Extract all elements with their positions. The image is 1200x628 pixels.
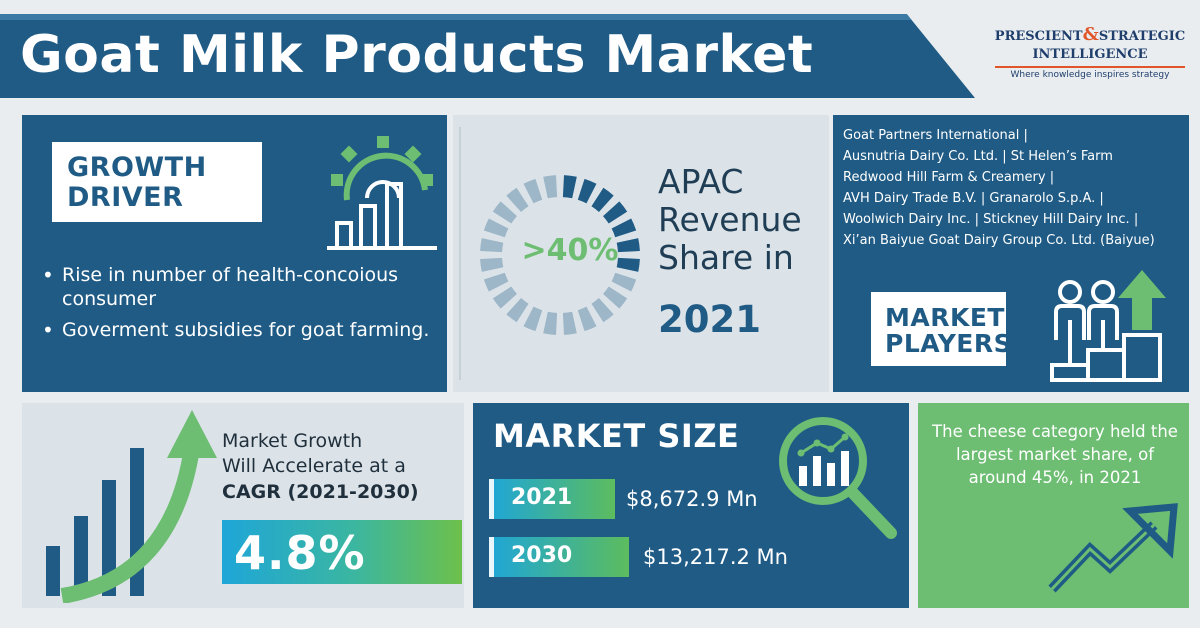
apac-share-year: 2021 <box>658 298 761 341</box>
logo-name-line1: PRESCIENT&STRATEGIC <box>990 26 1190 46</box>
list-item: Redwood Hill Farm & Creamery | <box>843 170 1055 185</box>
podium-people-icon <box>1050 270 1166 382</box>
donut-ring-icon <box>480 175 640 335</box>
ring-segment <box>523 306 543 332</box>
cagr-panel: Market Growth Will Accelerate at a CAGR … <box>22 403 464 608</box>
ring-segment <box>480 238 504 253</box>
cagr-value: 4.8% <box>234 526 366 580</box>
ring-segment <box>562 175 577 199</box>
market-players-list: Goat Partners International | Ausnutria … <box>843 125 1188 251</box>
cheese-share-panel: The cheese category held the largest mar… <box>918 403 1189 608</box>
ring-segment <box>616 257 640 272</box>
market-size-year: 2030 <box>511 543 573 568</box>
growth-driver-list: Rise in number of health-concoious consu… <box>40 263 440 349</box>
cagr-text-line3: CAGR (2021-2030) <box>222 481 419 503</box>
market-players-label: MARKET PLAYERS <box>885 303 1013 358</box>
ring-segment <box>523 178 543 204</box>
list-item: Xi’an Baiyue Goat Dairy Group Co. Ltd. (… <box>843 233 1155 248</box>
trend-up-arrow-icon <box>1048 503 1178 593</box>
growth-driver-label-box <box>52 142 262 222</box>
ring-segment <box>591 187 614 212</box>
page-title: Goat Milk Products Market <box>20 25 814 85</box>
ring-segment <box>611 218 637 238</box>
ring-segment <box>591 298 614 323</box>
company-logo: PRESCIENT&STRATEGIC INTELLIGENCE Where k… <box>990 18 1190 96</box>
ring-segment <box>577 306 597 332</box>
ring-segment <box>483 218 509 238</box>
growth-driver-label: GROWTH DRIVER <box>67 152 207 213</box>
growth-bars-arrow-icon <box>46 410 217 603</box>
list-item: Goverment subsidies for goat farming. <box>40 318 440 342</box>
growth-driver-panel: GROWTH DRIVER Rise in number of health-c… <box>22 115 447 392</box>
ring-segment <box>492 201 517 224</box>
list-item: Rise in number of health-concoious consu… <box>40 263 440 311</box>
ring-segment <box>603 201 628 224</box>
ring-segment <box>562 311 577 335</box>
ring-segment <box>492 286 517 309</box>
ring-segment <box>506 298 529 323</box>
title-banner <box>0 14 975 98</box>
logo-name-part2: STRATEGIC <box>1098 29 1186 44</box>
logo-name-part1: PRESCIENT <box>994 29 1083 44</box>
panel-divider <box>459 127 461 380</box>
market-size-value: $13,217.2 Mn <box>643 545 788 569</box>
list-item: AVH Dairy Trade B.V. | Granarolo S.p.A. … <box>843 191 1104 206</box>
market-size-title: MARKET SIZE <box>493 417 740 455</box>
logo-name-line2: INTELLIGENCE <box>1032 47 1148 62</box>
magnifier-chart-icon <box>779 417 897 539</box>
ring-segment <box>577 178 597 204</box>
logo-tagline: Where knowledge inspires strategy <box>1010 70 1170 80</box>
cagr-value-bar <box>222 520 462 584</box>
ring-segment <box>543 175 558 199</box>
market-size-panel: MARKET SIZE 2021 $8,672.9 Mn 2030 $13,21… <box>473 403 909 608</box>
market-size-bar-2021: 2021 <box>489 479 615 519</box>
apac-share-value: >40% <box>521 233 619 268</box>
apac-share-label: APAC Revenue Share in <box>658 162 802 277</box>
ring-segment <box>483 272 509 292</box>
market-size-bar-2030: 2030 <box>489 537 629 577</box>
list-item: Ausnutria Dairy Co. Ltd. | St Helen’s Fa… <box>843 149 1113 164</box>
market-size-value: $8,672.9 Mn <box>626 487 758 511</box>
ring-segment <box>603 286 628 309</box>
logo-divider <box>995 66 1185 68</box>
gear-chart-icon <box>327 136 437 250</box>
ring-segment <box>616 238 640 253</box>
list-item: Woolwich Dairy Inc. | Stickney Hill Dair… <box>843 212 1139 227</box>
market-players-panel: Goat Partners International | Ausnutria … <box>833 115 1189 392</box>
apac-share-panel: >40% APAC Revenue Share in 2021 <box>453 115 829 392</box>
cagr-text-line2: Will Accelerate at a <box>222 455 406 477</box>
ring-segment <box>506 187 529 212</box>
market-players-label-box <box>871 292 1006 366</box>
ring-segment <box>611 272 637 292</box>
list-item: Goat Partners International | <box>843 128 1028 143</box>
logo-ampersand: & <box>1082 24 1099 45</box>
ring-segment <box>480 257 504 272</box>
market-size-year: 2021 <box>511 485 573 510</box>
ring-segment <box>543 311 558 335</box>
cagr-text-line1: Market Growth <box>222 430 363 452</box>
cheese-share-text: The cheese category held the largest mar… <box>932 422 1178 487</box>
